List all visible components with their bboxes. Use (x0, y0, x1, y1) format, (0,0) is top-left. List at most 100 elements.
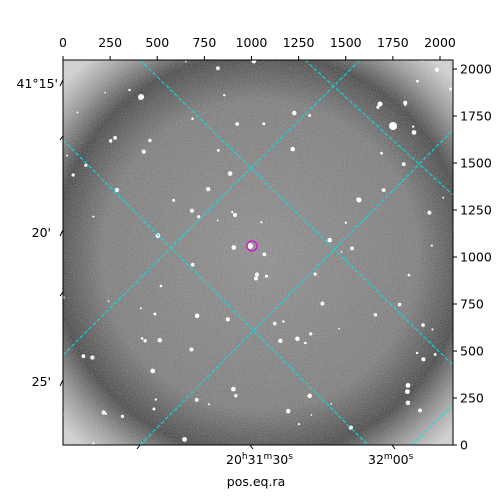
star (194, 313, 200, 319)
x-tick-label: 500 (145, 35, 169, 50)
star (397, 302, 402, 307)
x-tick-label: 250 (98, 35, 122, 50)
star (189, 347, 194, 352)
ra-label-part: 20 (226, 452, 242, 467)
x-tick-label: 750 (192, 35, 216, 50)
star (153, 312, 157, 316)
y-tick-label: 0 (460, 438, 468, 453)
target-marker (246, 240, 258, 252)
y-tick-label: 750 (460, 297, 484, 312)
star (304, 341, 307, 345)
star (405, 400, 411, 406)
star (412, 125, 415, 128)
star (340, 250, 343, 253)
star (415, 351, 419, 355)
star (411, 130, 417, 135)
star (442, 196, 445, 199)
star (449, 87, 453, 91)
star (157, 337, 163, 343)
x-tick-label: 2000 (424, 35, 456, 50)
wcs-grid (63, 60, 453, 445)
ra-label: 32m00s (368, 452, 414, 467)
star (416, 79, 419, 83)
star (216, 219, 219, 222)
star (128, 88, 131, 92)
star (231, 386, 236, 392)
star (433, 353, 437, 356)
star (418, 408, 422, 413)
star (84, 163, 88, 167)
star (431, 328, 434, 331)
star (172, 198, 176, 202)
star (405, 389, 410, 395)
ra-label-part: 30 (272, 452, 288, 467)
star (194, 397, 199, 402)
star (350, 246, 354, 251)
ra-label-part: m (384, 452, 393, 462)
y-tick-label: 1500 (460, 156, 492, 171)
star (92, 215, 95, 218)
x-axis-label: pos.eq.ra (227, 474, 285, 489)
star (227, 171, 233, 176)
dec-label: 20' (32, 225, 51, 240)
star (182, 437, 187, 442)
star (272, 321, 277, 326)
star (150, 368, 156, 374)
star (330, 402, 333, 405)
star (278, 338, 283, 343)
y-tick-label: 250 (460, 391, 484, 406)
star (381, 188, 386, 193)
star (235, 122, 240, 126)
star (401, 162, 406, 167)
star (262, 122, 266, 126)
ra-label-part: s (288, 452, 293, 462)
star (254, 276, 258, 281)
y-tick-label: 2000 (460, 62, 492, 77)
star (251, 60, 257, 64)
star (373, 313, 378, 317)
star (377, 101, 383, 107)
star (344, 221, 347, 224)
ra-label-part: h (242, 452, 248, 462)
star (81, 354, 86, 359)
star (430, 244, 433, 247)
star (191, 117, 194, 121)
star (247, 243, 253, 249)
star (260, 221, 263, 224)
star (421, 357, 426, 362)
star (310, 414, 313, 416)
x-tick-label: 1000 (236, 35, 268, 50)
star (138, 94, 144, 100)
star (105, 412, 108, 415)
star (108, 139, 113, 143)
star (216, 148, 220, 152)
dec-label: 41°15' (17, 76, 59, 91)
star (434, 67, 439, 72)
star (297, 423, 301, 426)
star (313, 272, 317, 276)
star (308, 114, 312, 118)
star (71, 173, 75, 177)
star (159, 284, 163, 288)
star (216, 66, 220, 71)
star (291, 110, 297, 116)
dec-ticks (59, 79, 396, 450)
star (338, 327, 340, 330)
star (405, 383, 411, 388)
star (155, 233, 161, 239)
y-tick-label: 1000 (460, 250, 492, 265)
star (290, 146, 295, 152)
star (403, 103, 407, 106)
star (113, 135, 118, 140)
star (115, 188, 119, 192)
star (427, 210, 432, 215)
ra-label-part: s (409, 452, 414, 462)
star (389, 122, 397, 130)
x-tick-label: 1250 (283, 35, 315, 50)
star (189, 208, 195, 213)
star (148, 138, 152, 143)
x-tick-label: 1750 (377, 35, 409, 50)
star (285, 408, 291, 414)
y-tick-label: 500 (460, 344, 484, 359)
image (63, 60, 453, 445)
